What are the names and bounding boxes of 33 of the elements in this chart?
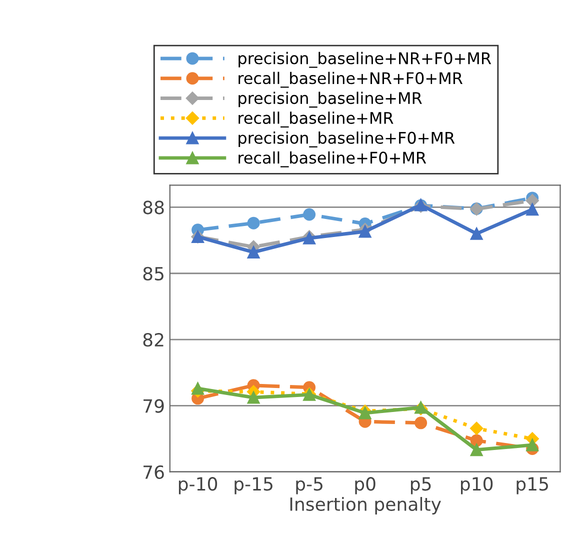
point: [358, 225, 372, 238]
point: [247, 391, 260, 404]
y-tick-label: 79: [144, 399, 164, 413]
legend-label: recall_baseline+F0+MR: [238, 151, 426, 168]
x-tick-label: p15: [516, 477, 548, 494]
y-tick-label: 82: [143, 333, 164, 347]
x-tick-label: p5: [410, 477, 431, 494]
point: [526, 194, 539, 208]
y-tick-label: 88: [143, 200, 164, 214]
point: [192, 382, 204, 395]
point: [414, 416, 428, 430]
legend-label: precision_baseline+NR+F0+MR: [238, 52, 492, 68]
legend-label: precision_baseline+MR: [238, 92, 422, 108]
y-tick-label: 85: [143, 266, 164, 280]
x-axis-title: Insertion penalty: [290, 496, 441, 514]
x-tick-label: p-15: [234, 477, 272, 494]
x-tick-label: p0: [355, 477, 376, 494]
point: [526, 438, 539, 452]
point: [470, 422, 484, 436]
legend-label: recall_baseline+MR: [238, 112, 394, 128]
y-tick-label: 76: [144, 465, 164, 479]
legend-label: precision_baseline+F0+MR: [238, 132, 455, 148]
point: [470, 434, 483, 447]
point: [526, 203, 539, 216]
x-tick-label: p10: [461, 477, 493, 494]
point: [470, 444, 483, 456]
point: [470, 227, 483, 240]
point: [247, 246, 260, 258]
x-tick-label: p-5: [296, 477, 322, 494]
point: [303, 208, 316, 221]
x-tick-label: p-10: [178, 477, 218, 494]
legend-label: recall_baseline+NR+F0+MR: [238, 72, 463, 88]
point: [247, 216, 260, 230]
